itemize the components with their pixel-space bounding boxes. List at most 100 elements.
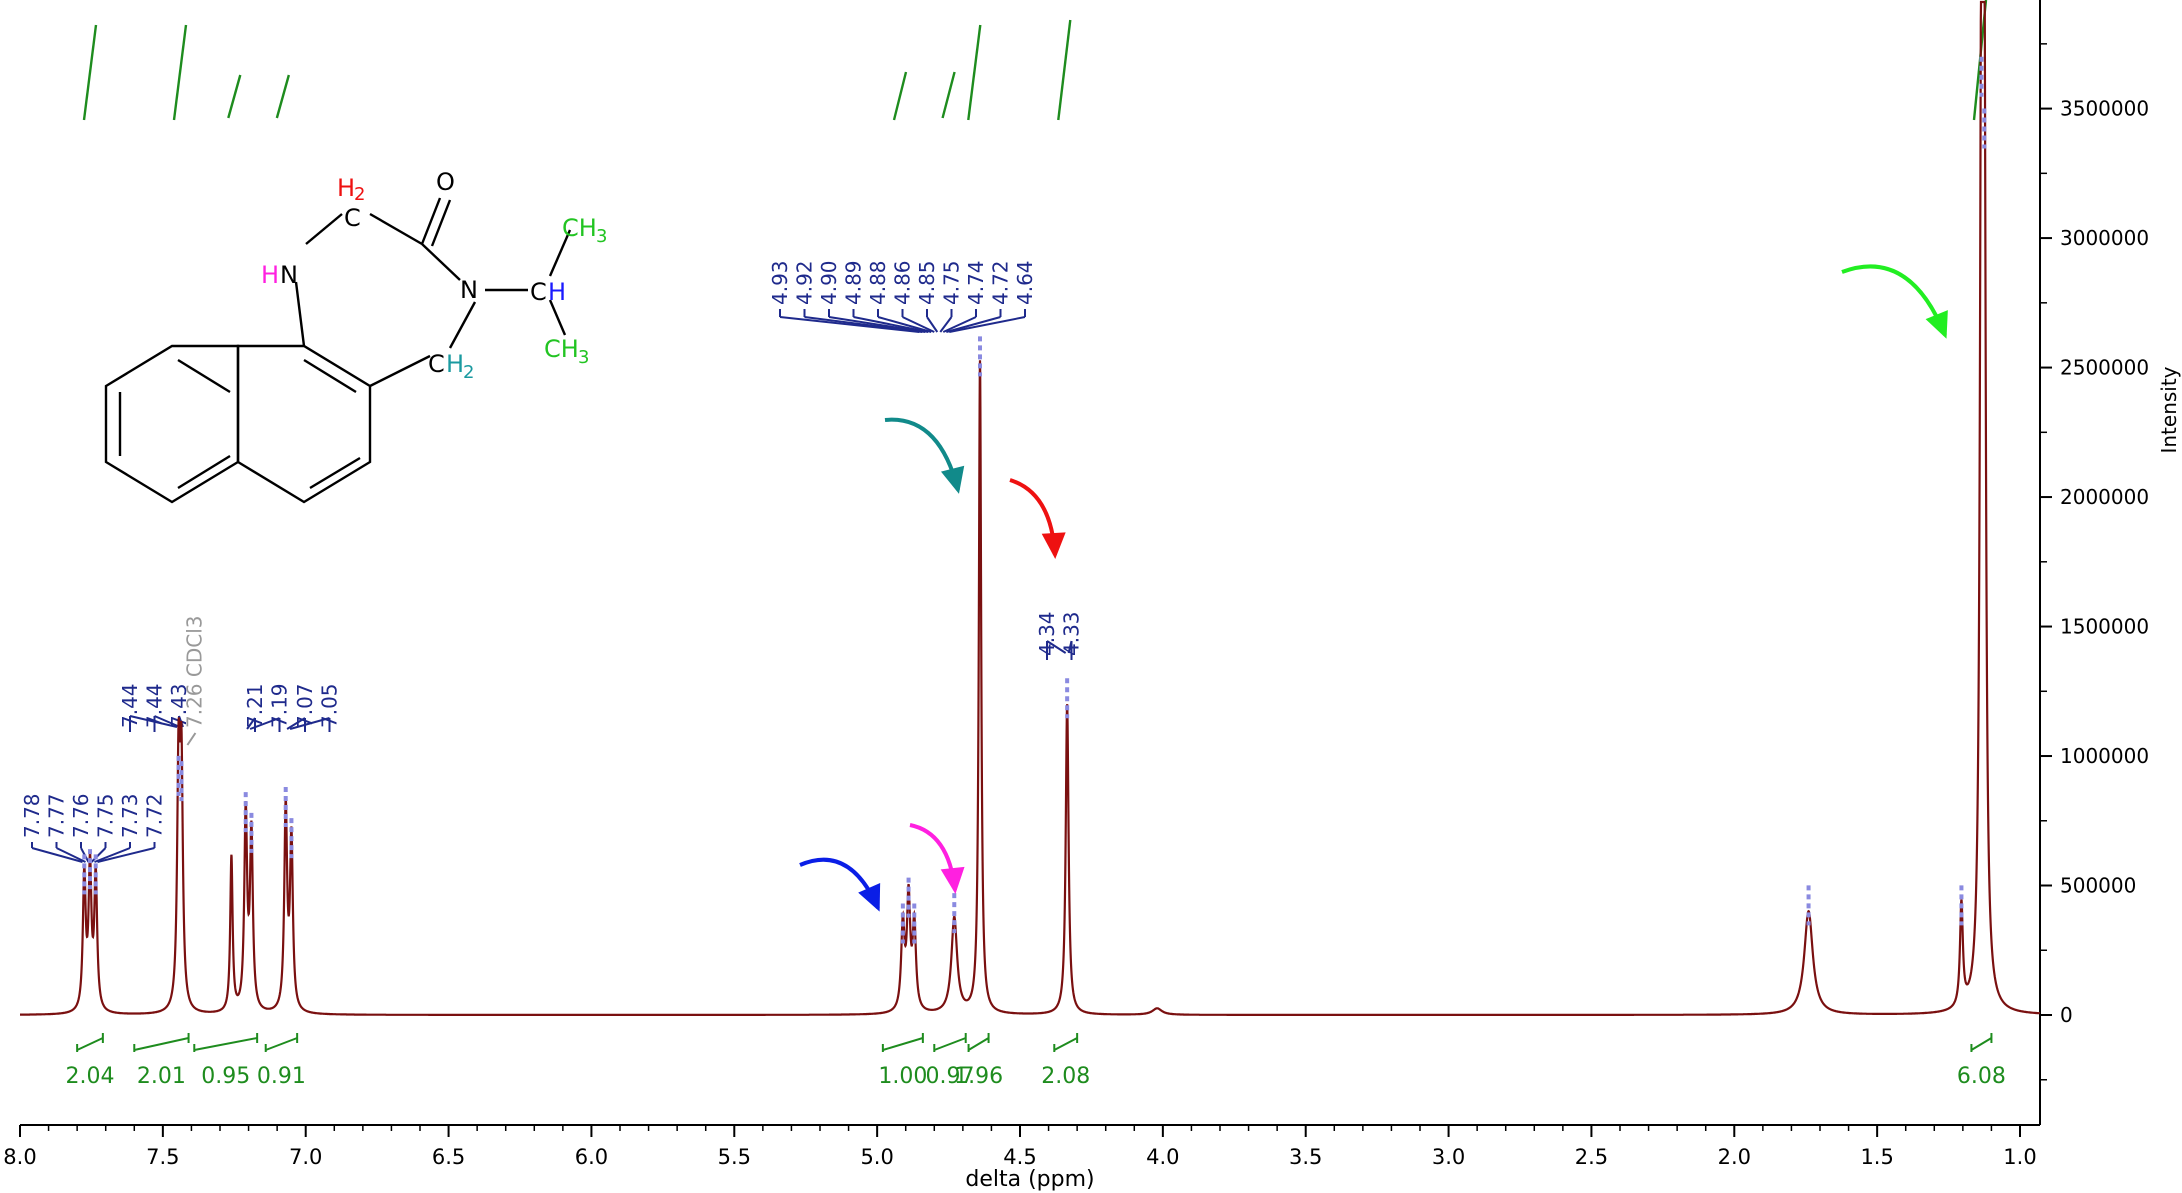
peak-label: 7.77 (45, 793, 69, 838)
peak-label-group: 7.07 7.05 (286, 683, 342, 732)
integral-curve (275, 74, 291, 119)
y-tick-label: 1000000 (2060, 744, 2149, 768)
x-axis-label: delta (ppm) (965, 1167, 1094, 1192)
integral: 0.91 (257, 1033, 306, 1089)
integral-value: 6.08 (1957, 1064, 2006, 1089)
y-axis-ticks: 0 500000 1000000 1500000 2000000 2500000 30000… (2040, 43, 2149, 1081)
integral-value: 0.91 (257, 1064, 306, 1089)
solvent-label-stem (186, 732, 197, 746)
x-tick-label: 2.0 (1718, 1145, 1751, 1169)
ch2-top-c: C (344, 204, 361, 232)
ch3-bot-sub: 3 (578, 347, 589, 368)
annotation-arrow-shaft (799, 857, 880, 909)
annotation-arrow-head (1925, 310, 1948, 339)
integral-bracket (134, 1037, 189, 1051)
integral: 1.00 (878, 1033, 927, 1089)
ch-h: H (548, 278, 566, 306)
annotation-arrow-shaft (1841, 264, 1947, 336)
peak-label: 7.78 (20, 793, 44, 838)
x-tick-label: 7.5 (146, 1145, 179, 1169)
integral-bracket (265, 1037, 298, 1051)
peak-label-leader (154, 715, 181, 728)
integral-bracket (1970, 1037, 1992, 1051)
peak-label: 4.64 (1013, 260, 1037, 305)
integral: 6.08 (1957, 1033, 2006, 1089)
integral-bracket (968, 1037, 990, 1051)
peak-label: 4.74 (964, 260, 988, 305)
peak-label: 4.92 (793, 260, 817, 305)
integral-bracket (933, 1037, 967, 1051)
annotation-arrow-head (940, 866, 965, 894)
x-tick-label: 3.0 (1432, 1145, 1465, 1169)
peak-label-leader (877, 316, 932, 333)
integral-curve (1057, 19, 1072, 121)
integral: 0.95 (193, 1033, 259, 1089)
naphthalene-left-ring (104, 344, 240, 504)
integral-curve (172, 24, 188, 121)
x-tick-label: 4.5 (1003, 1145, 1036, 1169)
nh-h: H (261, 261, 279, 289)
peak-label: 4.90 (817, 260, 841, 305)
peak-label: 7.76 (69, 793, 93, 838)
y-tick-label: 0 (2060, 1003, 2073, 1027)
molecule-structure (104, 197, 572, 504)
y-axis-label: Intensity (2157, 366, 2181, 453)
peak-label: 7.73 (118, 793, 142, 838)
ch2-bot-h: H (446, 350, 464, 378)
integral-curve (941, 71, 956, 119)
annotation-arrow (884, 417, 965, 494)
integral-bracket (882, 1037, 924, 1051)
ch2-bot-sub: 2 (463, 362, 474, 383)
annotation-arrow-shaft (884, 417, 960, 491)
peak-markers (82, 56, 1987, 944)
peak-label-leader (31, 847, 83, 863)
peak-label: 4.75 (940, 260, 964, 305)
peak-label-leader (926, 316, 939, 333)
integral-curve (227, 74, 242, 119)
annotation-arrow-head (1041, 532, 1066, 559)
integral: 0.97 (926, 1033, 974, 1089)
x-tick-label: 1.0 (2003, 1145, 2036, 1169)
peak-label-leader (828, 316, 926, 333)
peak-label-group: 7.78 7.77 7.76 7.75 7.73 7.72 (20, 793, 167, 863)
x-axis-ticks: 8.0 7.5 7.0 6.5 6.0 5.5 5.0 4.5 4.0 3.5 3.0 2.5 2.0 1… (3, 1125, 2037, 1169)
y-tick-label: 1500000 (2060, 615, 2149, 639)
spectrum-line (20, 0, 2041, 1016)
annotation-arrows (799, 264, 1948, 912)
peak-label-leader (90, 847, 107, 863)
peak-label-leader (939, 316, 953, 333)
integral-bracket (1053, 1037, 1078, 1051)
x-tick-label: 1.5 (1860, 1145, 1893, 1169)
peak-label-leader (946, 316, 1001, 333)
integral-bracket (76, 1037, 104, 1051)
annotation-arrow (1841, 264, 1948, 339)
peak-label-leader (1046, 640, 1067, 654)
peak-label: 4.88 (866, 260, 890, 305)
integral-value: 2.04 (66, 1064, 115, 1089)
peak-label-leader (249, 717, 280, 730)
molecule-atom-labels: H 2 C O H N N C H CH 3 CH 3 C H 2 (261, 168, 607, 383)
integral-curves (82, 0, 1988, 121)
annotation-arrow (1009, 478, 1066, 559)
x-tick-label: 6.5 (432, 1145, 465, 1169)
peak-label-leader (804, 316, 923, 333)
integral-bracket (194, 1037, 258, 1051)
y-tick-label: 2000000 (2060, 485, 2149, 509)
peak-label: 7.75 (94, 793, 118, 838)
annotation-arrow (799, 857, 881, 912)
peak-label-leader (286, 717, 306, 730)
peak-label: 4.72 (989, 260, 1013, 305)
peak-label-leader (289, 717, 330, 730)
peak-label-leader (902, 316, 935, 333)
peak-label-leader (97, 847, 155, 863)
peak-label: 4.89 (842, 260, 866, 305)
naphthalene-right-ring (236, 344, 372, 504)
carbonyl-o: O (436, 168, 455, 196)
peak-label-group: 7.44 7.44 7.43 (118, 683, 191, 732)
annotation-arrow-head (940, 465, 965, 494)
x-tick-label: 2.5 (1575, 1145, 1608, 1169)
integral-value: 1.00 (878, 1064, 927, 1089)
peak-label-group: 7.21 7.19 (243, 683, 292, 732)
ch2-top-h: H (337, 174, 355, 202)
